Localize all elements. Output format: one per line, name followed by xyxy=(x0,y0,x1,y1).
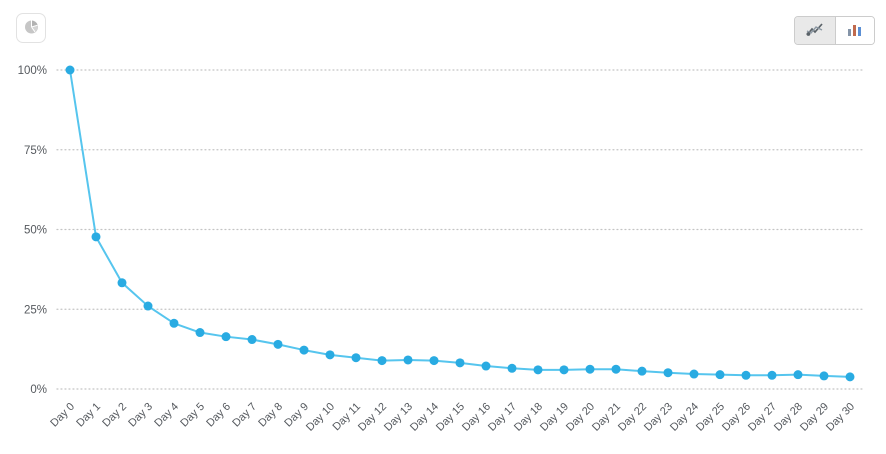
data-point[interactable] xyxy=(819,371,829,381)
x-axis-label: Day 30 xyxy=(824,401,857,434)
data-point[interactable] xyxy=(507,363,517,373)
data-point[interactable] xyxy=(117,278,127,288)
x-axis-label: Day 2 xyxy=(100,401,129,430)
y-axis-label: 100% xyxy=(18,65,47,77)
data-point[interactable] xyxy=(221,332,231,342)
data-point[interactable] xyxy=(247,335,257,345)
bar-chart-icon xyxy=(847,22,862,40)
x-axis-label: Day 1 xyxy=(74,401,103,430)
data-point[interactable] xyxy=(585,364,595,374)
x-axis-label: Day 5 xyxy=(178,401,207,430)
data-point[interactable] xyxy=(91,232,101,242)
data-point[interactable] xyxy=(741,370,751,380)
data-point[interactable] xyxy=(559,365,569,375)
data-point[interactable] xyxy=(377,356,387,366)
chart-type-toggle xyxy=(794,16,875,45)
toggle-bar-chart-button[interactable] xyxy=(834,17,874,44)
data-point[interactable] xyxy=(195,328,205,338)
data-point[interactable] xyxy=(299,345,309,355)
data-point[interactable] xyxy=(845,372,855,382)
x-axis-label: Day 3 xyxy=(126,401,155,430)
x-axis-label: Day 7 xyxy=(230,401,259,430)
data-point[interactable] xyxy=(325,350,335,360)
data-point[interactable] xyxy=(637,366,647,376)
x-axis-label: Day 6 xyxy=(204,401,233,430)
data-point[interactable] xyxy=(663,368,673,378)
x-axis-label: Day 8 xyxy=(256,401,285,430)
y-axis-label: 75% xyxy=(24,145,47,157)
data-point[interactable] xyxy=(403,355,413,365)
data-point[interactable] xyxy=(793,370,803,380)
data-point[interactable] xyxy=(351,353,361,363)
pie-chart-icon xyxy=(23,18,40,38)
data-point[interactable] xyxy=(169,318,179,328)
line-chart-icon xyxy=(806,22,824,40)
x-axis-label: Day 10 xyxy=(304,401,337,434)
x-axis-label: Day 0 xyxy=(48,401,77,430)
data-point[interactable] xyxy=(533,365,543,375)
data-point[interactable] xyxy=(455,358,465,368)
data-point[interactable] xyxy=(429,356,439,366)
data-point[interactable] xyxy=(611,364,621,374)
data-point[interactable] xyxy=(715,370,725,380)
data-point[interactable] xyxy=(481,361,491,371)
data-point[interactable] xyxy=(143,301,153,311)
x-axis-label: Day 4 xyxy=(152,401,181,430)
retention-line xyxy=(69,69,851,378)
y-axis-label: 25% xyxy=(24,304,47,316)
toggle-line-chart-button[interactable] xyxy=(795,17,835,44)
data-point[interactable] xyxy=(689,369,699,379)
data-point[interactable] xyxy=(767,370,777,380)
data-point[interactable] xyxy=(65,65,75,75)
y-axis-label: 0% xyxy=(30,384,47,396)
chart-options-button[interactable] xyxy=(16,13,46,43)
y-axis-label: 50% xyxy=(24,225,47,237)
data-point[interactable] xyxy=(273,339,283,349)
